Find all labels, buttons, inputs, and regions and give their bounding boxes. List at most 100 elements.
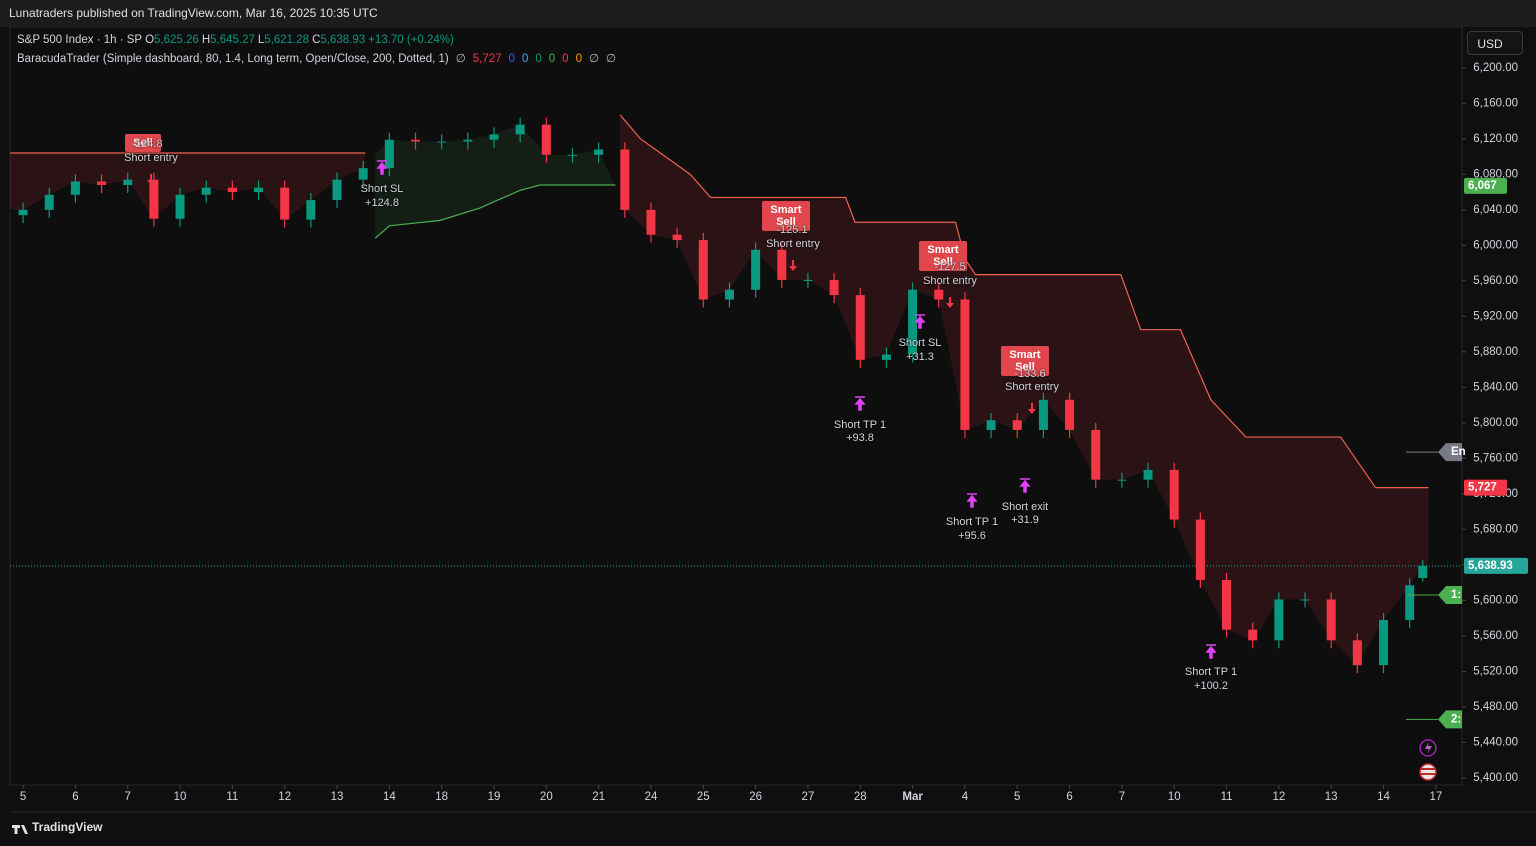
indicator-band: [375, 124, 616, 239]
indicator-value: ∅: [455, 53, 466, 65]
x-tick-label: 7: [125, 791, 131, 803]
price-badge: [1464, 177, 1507, 194]
x-tick-label: 10: [1168, 791, 1181, 803]
last-price-label: 5,638.93: [1468, 560, 1513, 572]
y-tick-label: 5,880.00: [1473, 346, 1518, 358]
signal-label: Short entry: [124, 152, 178, 164]
candle-body: [437, 141, 447, 143]
tradingview-logo: [12, 825, 28, 834]
candle-body: [1405, 585, 1415, 620]
y-tick-label: 5,960.00: [1473, 275, 1518, 287]
x-tick-label: 6: [72, 791, 78, 803]
order-tag: [1438, 586, 1462, 605]
candle-body: [1274, 599, 1284, 641]
signal-box: Smart Sell: [762, 201, 810, 231]
candle-body: [803, 279, 813, 281]
candle-body: [332, 179, 342, 201]
x-tick-label: 28: [854, 791, 867, 803]
candle-body: [1379, 619, 1389, 666]
y-tick-label: 5,600.00: [1473, 594, 1518, 606]
candle-body: [1091, 429, 1101, 480]
signal-label: +31.3: [906, 351, 934, 363]
publisher-bar: Lunatraders published on TradingView.com…: [0, 0, 1536, 27]
price-badge: [1464, 479, 1507, 496]
x-tick-label: 14: [1377, 791, 1390, 803]
y-tick-label: 5,920.00: [1473, 310, 1518, 322]
symbol-name: S&P 500 Index · 1h · SP: [17, 34, 143, 46]
candle-body: [777, 249, 787, 280]
plot-area: [9, 26, 1463, 786]
x-tick-label: 25: [697, 791, 710, 803]
y-tick-label: 6,200.00: [1473, 62, 1518, 74]
candle-body: [489, 134, 499, 140]
candle-body: [227, 187, 237, 193]
y-tick-label: 6,160.00: [1473, 97, 1518, 109]
candle-body: [724, 289, 734, 300]
up-arrow: [1205, 644, 1217, 659]
indicator-value: 0: [535, 53, 542, 65]
market-flag-icon[interactable]: [1419, 763, 1437, 781]
order-tag: [1438, 710, 1462, 729]
candle-body: [1012, 420, 1022, 430]
candle-body: [201, 187, 211, 195]
x-tick-label: 26: [749, 791, 762, 803]
alert-bolt: [1425, 742, 1432, 754]
x-tick-label: 13: [331, 791, 344, 803]
signal-box: Sell: [125, 134, 161, 152]
indicator-legend: BaracudaTrader (Simple dashboard, 80, 1.…: [17, 51, 619, 65]
y-tick-label: 6,080.00: [1473, 168, 1518, 180]
alert-icon[interactable]: [1419, 739, 1437, 757]
signal-label: +124.8: [365, 197, 399, 209]
x-tick-label: 19: [488, 791, 501, 803]
ohlc-key: C: [312, 34, 321, 46]
candle-body: [70, 181, 80, 195]
signal-label: +93.8: [846, 432, 874, 444]
up-arrow: [966, 493, 978, 508]
candle-body: [149, 179, 159, 219]
signal-label: Short SL: [898, 337, 942, 349]
brand: TradingView: [32, 820, 103, 834]
signal-label: +95.6: [958, 530, 986, 542]
indicator-value: 0: [575, 53, 582, 65]
ohlc-key: H: [201, 34, 211, 46]
candle-body: [44, 194, 54, 210]
candle-body: [1418, 565, 1428, 578]
candle-body: [384, 139, 394, 169]
y-tick-label: 5,800.00: [1473, 417, 1518, 429]
signal-label: Short exit: [1001, 501, 1049, 513]
candle-body: [698, 240, 708, 300]
signal-label: -133.6: [1014, 368, 1046, 380]
candle-body: [280, 187, 290, 220]
candle-body: [829, 279, 839, 296]
currency-button[interactable]: USD: [1467, 31, 1523, 55]
x-tick-label: 13: [1325, 791, 1338, 803]
down-arrow: [147, 174, 155, 185]
signal-label: Short TP 1: [945, 516, 999, 528]
indicator-value: 5,727: [472, 53, 502, 65]
candle-body: [123, 179, 133, 185]
candle-body: [960, 299, 970, 430]
candle-body: [515, 124, 525, 135]
candle-body: [1222, 579, 1232, 630]
candle-body: [541, 124, 551, 155]
y-tick-label: 6,040.00: [1473, 204, 1518, 216]
indicator-name: BaracudaTrader (Simple dashboard, 80, 1.…: [17, 53, 449, 65]
y-tick-label: 5,400.00: [1473, 772, 1518, 784]
x-tick-label: 5: [20, 791, 26, 803]
up-arrow: [376, 160, 388, 175]
candle-body: [175, 194, 185, 219]
indicator-band: [620, 114, 1429, 666]
trailing-stop-line: [374, 184, 616, 239]
x-tick-label: 6: [1066, 791, 1072, 803]
candle-body: [1248, 629, 1258, 641]
signal-box: Smart Sell: [1001, 346, 1049, 376]
trailing-stop-line: [619, 114, 1429, 489]
ohlc-value: 5,645.27: [210, 34, 255, 46]
candle-body: [1195, 519, 1205, 580]
candle-body: [620, 149, 630, 210]
flag-stripe: [1421, 768, 1435, 770]
candle-body: [1326, 599, 1336, 641]
symbol-legend: S&P 500 Index · 1h · SP O5,625.26 H5,645.2…: [17, 34, 457, 46]
down-arrow: [1028, 403, 1036, 414]
